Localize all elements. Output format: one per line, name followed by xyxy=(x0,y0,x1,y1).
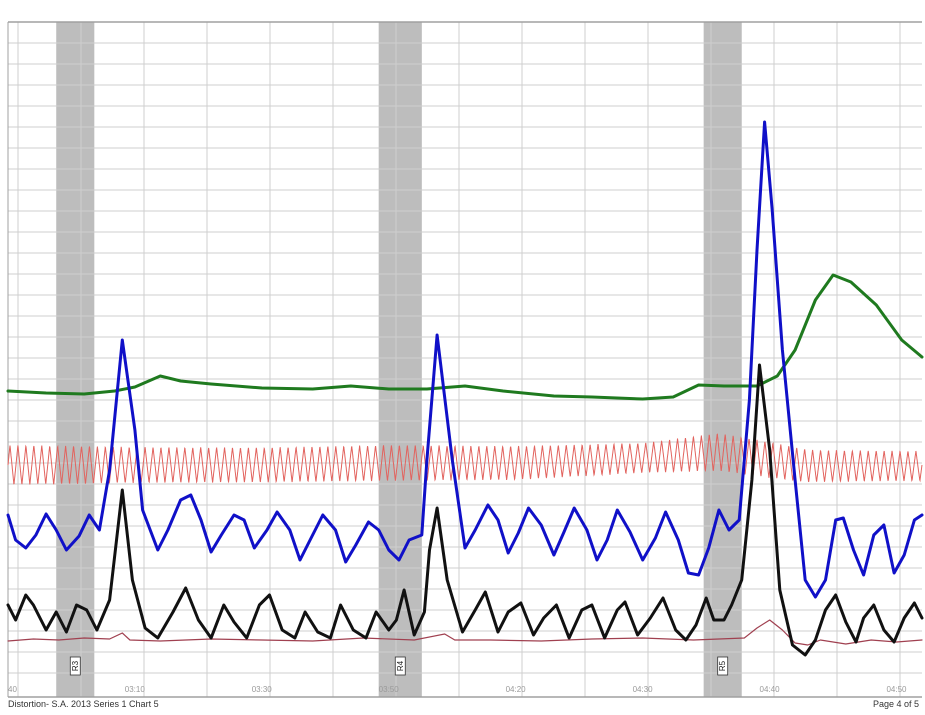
time-tick-label: 03:10 xyxy=(125,685,146,694)
series-lower-respiration xyxy=(6,363,924,657)
time-tick-label: 03:50 xyxy=(379,685,400,694)
question-band-3 xyxy=(703,22,742,697)
question-band-2 xyxy=(378,22,422,697)
chart-series xyxy=(6,120,924,657)
question-band-1 xyxy=(56,22,95,697)
series-electrodermal xyxy=(6,273,924,401)
time-tick-label: 04:50 xyxy=(886,685,907,694)
question-band-label-box xyxy=(394,656,406,676)
time-tick-label: 04:30 xyxy=(633,685,654,694)
question-band-label: R4 xyxy=(396,660,405,671)
time-tick-labels: 40 03:10 03:30 03:50 04:20 04:30 04:40 04:50 xyxy=(8,685,907,694)
page-indicator: Page 4 of 5 xyxy=(872,699,919,709)
chart-caption: Distortion- S.A. 2013 Series 1 Chart 5 xyxy=(8,699,159,709)
question-band-label: R5 xyxy=(718,660,727,671)
question-bands xyxy=(56,22,742,697)
time-tick-label: 04:40 xyxy=(760,685,781,694)
series-cardio xyxy=(7,433,923,485)
chart-frame xyxy=(7,21,922,698)
time-tick-label: 40 xyxy=(8,685,17,694)
series-activity xyxy=(7,619,923,646)
time-tick-label: 04:20 xyxy=(506,685,527,694)
question-band-labels: R3 R4 R5 xyxy=(69,656,729,676)
time-tick-label: 03:30 xyxy=(252,685,273,694)
question-band-label-box xyxy=(717,656,729,676)
question-band-label-box xyxy=(69,656,81,676)
question-band-label: R3 xyxy=(71,660,80,671)
series-upper-respiration xyxy=(6,120,924,599)
